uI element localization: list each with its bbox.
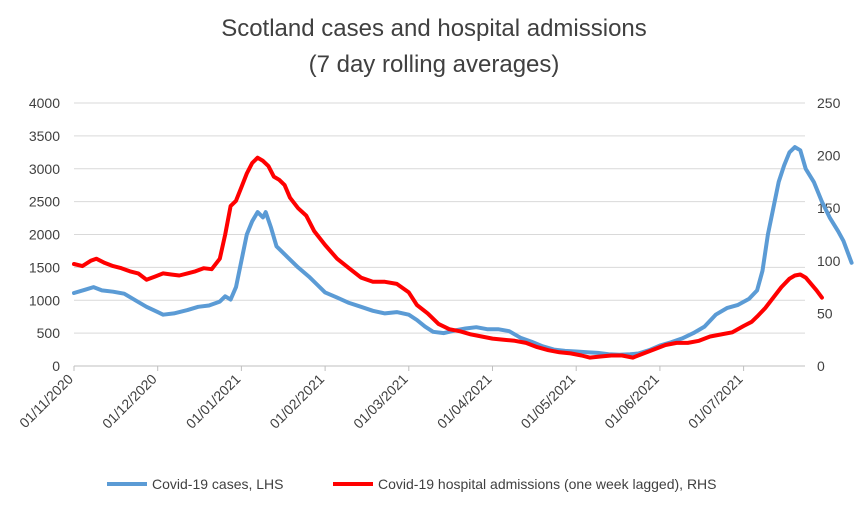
left-y-tick-label: 1000 — [29, 292, 60, 308]
gridlines — [74, 102, 805, 334]
left-y-tick-label: 2000 — [29, 227, 60, 243]
right-y-tick-label: 250 — [817, 95, 841, 111]
right-y-tick-label: 100 — [817, 253, 841, 269]
left-y-tick-label: 3000 — [29, 161, 60, 177]
right-y-tick-label: 0 — [817, 358, 825, 374]
right-y-tick-label: 50 — [817, 305, 833, 321]
left-y-tick-label: 3500 — [29, 128, 60, 144]
legend-label: Covid-19 cases, LHS — [152, 476, 284, 492]
series-line-hospital-admissions — [72, 155, 824, 360]
series-lines — [72, 145, 854, 360]
chart-title: Scotland cases and hospital admissions — [221, 15, 647, 42]
left-y-tick-label: 500 — [37, 325, 61, 341]
left-y-tick-label: 0 — [52, 358, 60, 374]
chart-subtitle: (7 day rolling averages) — [309, 51, 560, 78]
left-y-tick-label: 2500 — [29, 194, 60, 210]
right-y-tick-label: 200 — [817, 148, 841, 164]
left-y-tick-label: 4000 — [29, 95, 60, 111]
legend-label: Covid-19 hospital admissions (one week l… — [378, 476, 717, 492]
left-y-tick-label: 1500 — [29, 259, 60, 275]
legend: Covid-19 cases, LHS Covid-19 hospital adm… — [107, 476, 717, 492]
